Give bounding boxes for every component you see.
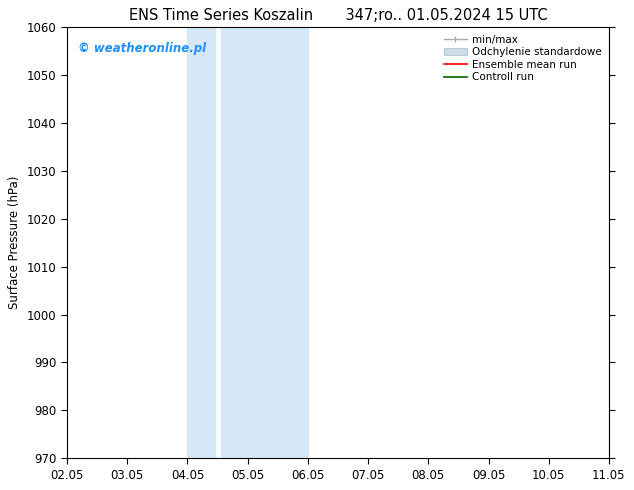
Y-axis label: Surface Pressure (hPa): Surface Pressure (hPa) <box>8 176 22 310</box>
Bar <box>609 27 634 458</box>
Bar <box>221 27 308 458</box>
Title: ENS Time Series Koszalin       347;ro.. 01.05.2024 15 UTC: ENS Time Series Koszalin 347;ro.. 01.05.… <box>129 8 547 24</box>
Text: © weatheronline.pl: © weatheronline.pl <box>78 42 206 55</box>
Legend: min/max, Odchylenie standardowe, Ensemble mean run, Controll run: min/max, Odchylenie standardowe, Ensembl… <box>442 32 604 84</box>
Bar <box>188 27 214 458</box>
